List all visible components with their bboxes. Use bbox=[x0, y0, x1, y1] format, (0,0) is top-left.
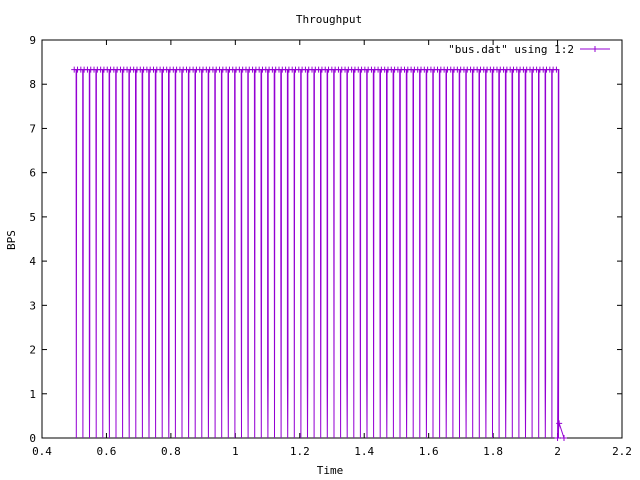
y-axis-label: BPS bbox=[5, 230, 18, 250]
x-tick-label: 1.4 bbox=[354, 445, 374, 458]
y-tick-label: 4 bbox=[29, 255, 36, 268]
data-point-marker bbox=[556, 420, 563, 427]
data-point-marker bbox=[554, 435, 561, 441]
y-tick-label: 1 bbox=[29, 388, 36, 401]
plot-frame bbox=[41, 39, 623, 439]
data-point-marker bbox=[553, 66, 560, 73]
x-tick-label: 2.2 bbox=[612, 445, 632, 458]
y-tick-label: 5 bbox=[29, 211, 36, 224]
legend-marker bbox=[592, 46, 598, 52]
x-tick-label: 1.2 bbox=[290, 445, 310, 458]
legend: "bus.dat" using 1:2 bbox=[448, 43, 610, 56]
x-tick-label: 0.4 bbox=[32, 445, 52, 458]
x-tick-label: 1.8 bbox=[483, 445, 503, 458]
y-tick-label: 6 bbox=[29, 167, 36, 180]
y-tick-label: 9 bbox=[29, 34, 36, 47]
y-tick-label: 2 bbox=[29, 344, 36, 357]
y-axis-ticks: 0 1 2 3 4 5 6 7 8 9 bbox=[29, 34, 622, 445]
y-tick-label: 0 bbox=[29, 432, 36, 445]
y-tick-label: 7 bbox=[29, 122, 36, 135]
y-tick-label: 3 bbox=[29, 299, 36, 312]
legend-label: "bus.dat" using 1:2 bbox=[448, 43, 574, 56]
series-line bbox=[74, 69, 565, 439]
x-tick-label: 1.6 bbox=[419, 445, 439, 458]
x-axis-label: Time bbox=[317, 464, 344, 477]
y-tick-label: 8 bbox=[29, 78, 36, 91]
data-point-marker bbox=[561, 435, 567, 441]
x-tick-label: 0.6 bbox=[97, 445, 117, 458]
series-bus-dat bbox=[71, 66, 567, 441]
x-tick-label: 2 bbox=[554, 445, 561, 458]
x-tick-label: 1 bbox=[232, 445, 239, 458]
chart-title: Throughput bbox=[296, 13, 362, 26]
x-tick-label: 0.8 bbox=[161, 445, 181, 458]
